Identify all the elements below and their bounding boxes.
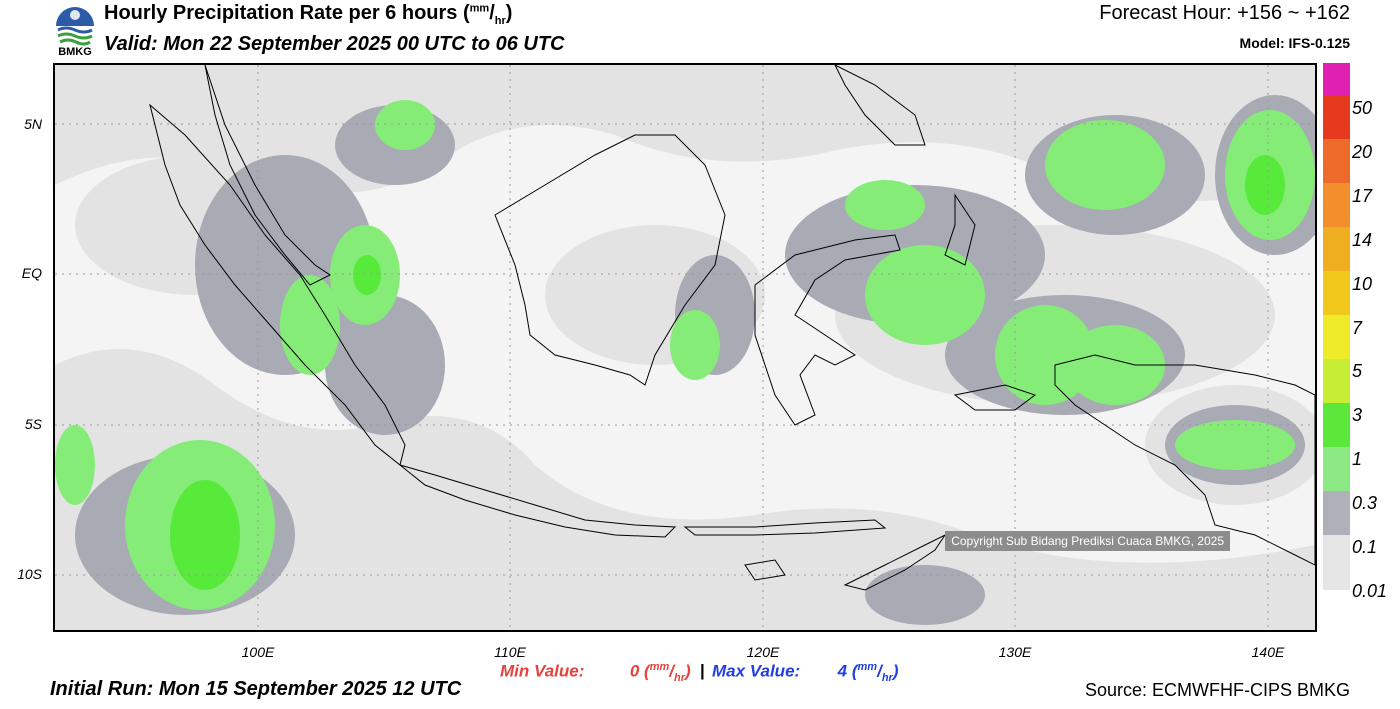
precipitation-map: Copyright Sub Bidang Prediksi Cuaca BMKG… [53, 63, 1317, 632]
bmkg-logo: BMKG [52, 2, 98, 60]
legend-label-1: 1 [1352, 449, 1363, 469]
lat-label-10s: 10S [17, 566, 42, 582]
legend-colorbar [1323, 63, 1350, 590]
data-source: Source: ECMWFHF-CIPS BMKG [1084, 680, 1350, 700]
lon-label-110e: 110E [494, 644, 526, 660]
legend-label-10: 10 [1352, 274, 1373, 294]
lat-label-5n: 5N [24, 116, 42, 132]
valid-period: Valid: Mon 22 September 2025 00 UTC to 0… [104, 33, 565, 55]
model-name: Model: IFS-0.125 [1239, 35, 1350, 51]
stats-separator: | [700, 661, 705, 680]
map-title: Hourly Precipitation Rate per 6 hours (m… [104, 2, 512, 27]
max-value: Max Value: 4 (mm/hr) [712, 661, 899, 685]
map-canvas [55, 65, 1315, 630]
title-text: Hourly Precipitation Rate per 6 hours [104, 2, 458, 24]
legend-label-50: 50 [1352, 98, 1373, 118]
legend-label-20: 20 [1352, 142, 1373, 162]
lon-label-120e: 120E [746, 644, 780, 660]
title-unit: (mm/hr) [462, 2, 513, 27]
legend-label-3: 3 [1352, 405, 1363, 425]
lon-label-140e: 140E [1251, 644, 1285, 660]
copyright-notice: Copyright Sub Bidang Prediksi Cuaca BMKG… [945, 531, 1230, 551]
legend-label-17: 17 [1352, 186, 1373, 206]
lat-label-5s: 5S [24, 416, 42, 432]
lat-label-eq: EQ [21, 265, 42, 281]
legend-label-7: 7 [1352, 318, 1363, 338]
lon-label-100e: 100E [241, 644, 275, 660]
legend-label-0-1: 0.1 [1352, 537, 1378, 557]
max-label: Max Value: [712, 661, 801, 681]
lon-label-130e: 130E [998, 644, 1032, 660]
min-value: Min Value: 0 (mm/hr) [500, 661, 691, 685]
legend-label-0-01: 0.01 [1352, 581, 1388, 601]
min-number: 0 [629, 661, 640, 681]
legend-label-5: 5 [1352, 361, 1363, 381]
legend-label-14: 14 [1352, 230, 1373, 250]
forecast-hour: Forecast Hour: +156 ~ +162 [1099, 2, 1350, 24]
initial-run: Initial Run: Mon 15 September 2025 12 UT… [50, 678, 462, 700]
logo-text: BMKG [58, 46, 92, 58]
legend-label-0-3: 0.3 [1352, 493, 1378, 513]
bmkg-logo-icon [56, 7, 94, 46]
max-number: 4 [837, 661, 848, 681]
min-label: Min Value: [500, 661, 585, 681]
